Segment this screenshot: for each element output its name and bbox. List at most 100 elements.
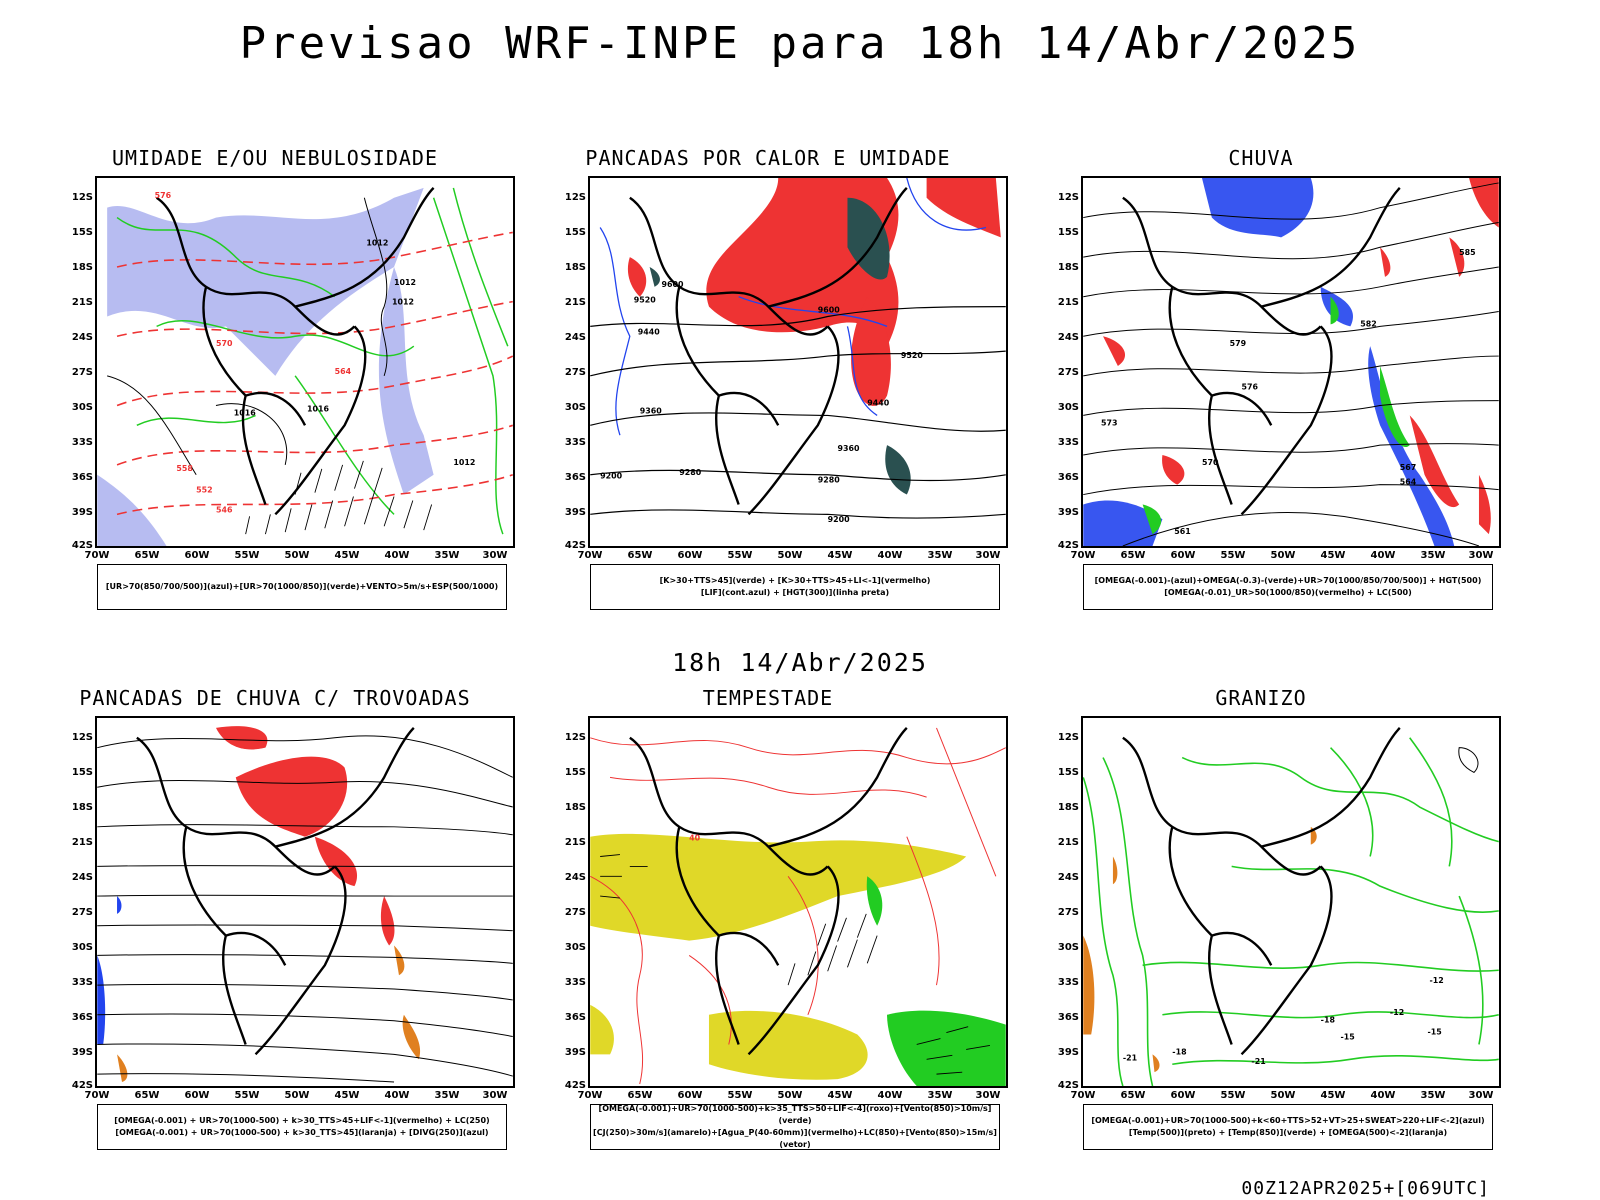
lat-label: 24S bbox=[564, 872, 586, 883]
contour-label: -12 bbox=[1429, 976, 1443, 985]
panel-umidade: UMIDADE E/OU NEBULOSIDADE bbox=[55, 146, 515, 624]
legend-line: [OMEGA(-0.001)+UR>70(1000-500)+k<60+TTS>… bbox=[1091, 1116, 1485, 1125]
contour-label: 576 bbox=[155, 191, 172, 200]
legend-line: [OMEGA(-0.001) + UR>70(1000-500) + k>30_… bbox=[114, 1116, 490, 1125]
lat-label: 21S bbox=[1057, 297, 1079, 308]
lon-label: 35W bbox=[1420, 550, 1446, 561]
contour-label: -21 bbox=[1251, 1057, 1265, 1066]
lat-label: 15S bbox=[1057, 767, 1079, 778]
lon-label: 55W bbox=[234, 550, 260, 561]
lat-label: 24S bbox=[564, 332, 586, 343]
lon-label: 70W bbox=[84, 1090, 110, 1101]
lon-label: 50W bbox=[777, 1090, 803, 1101]
lat-label: 21S bbox=[71, 837, 93, 848]
map-umidade: 1012 1012 1012 1016 1016 1012 576 570 564 558 552 5… bbox=[95, 176, 515, 548]
lon-label: 60W bbox=[677, 1090, 703, 1101]
lat-label: 12S bbox=[564, 732, 586, 743]
lon-label: 50W bbox=[284, 550, 310, 561]
lon-label: 35W bbox=[434, 1090, 460, 1101]
lon-label: 35W bbox=[927, 1090, 953, 1101]
lon-label: 65W bbox=[134, 1090, 160, 1101]
contour-label: -18 bbox=[1172, 1047, 1187, 1056]
lon-label: 55W bbox=[1220, 550, 1246, 561]
legend-line: [OMEGA(-0.01)_UR>50(1000/850)(vermelho) … bbox=[1164, 588, 1412, 597]
lon-label: 40W bbox=[384, 550, 410, 561]
lat-label: 24S bbox=[1057, 332, 1079, 343]
contour-label: 582 bbox=[1360, 319, 1377, 328]
lat-label: 30S bbox=[564, 942, 586, 953]
lat-label: 27S bbox=[564, 367, 586, 378]
lat-label: 18S bbox=[71, 802, 93, 813]
lon-label: 60W bbox=[184, 550, 210, 561]
lon-label: 40W bbox=[384, 1090, 410, 1101]
lon-label: 65W bbox=[1120, 550, 1146, 561]
panel-legend: [UR>70(850/700/500)](azul)+[UR>70(1000/8… bbox=[97, 564, 507, 610]
lat-label: 12S bbox=[1057, 192, 1079, 203]
panel-title: CHUVA bbox=[1228, 146, 1294, 170]
legend-line: [Temp(500)](preto) + [Temp(850)](verde) … bbox=[1128, 1128, 1448, 1137]
lat-label: 36S bbox=[71, 1012, 93, 1023]
lon-label: 45W bbox=[1320, 1090, 1346, 1101]
contour-label: 573 bbox=[1101, 418, 1118, 427]
lon-label: 55W bbox=[234, 1090, 260, 1101]
panel-title: GRANIZO bbox=[1215, 686, 1307, 710]
contour-label: 570 bbox=[1202, 458, 1219, 467]
lon-label: 65W bbox=[627, 550, 653, 561]
lon-label: 60W bbox=[184, 1090, 210, 1101]
contour-label: 1012 bbox=[392, 298, 414, 307]
lat-label: 33S bbox=[71, 977, 93, 988]
forecast-time-subtitle: 18h 14/Abr/2025 bbox=[672, 648, 928, 677]
lat-label: 18S bbox=[564, 802, 586, 813]
lat-label: 42S bbox=[564, 540, 586, 551]
contour-label: 9360 bbox=[838, 444, 861, 453]
contour-label: -18 bbox=[1321, 1016, 1336, 1025]
run-timestamp: 00Z12APR2025+[069UTC] bbox=[1241, 1178, 1490, 1199]
contour-label: 1012 bbox=[453, 458, 475, 467]
lat-label: 27S bbox=[1057, 367, 1079, 378]
lat-label: 24S bbox=[71, 872, 93, 883]
panel-legend: [OMEGA(-0.001)+UR>70(1000-500)+k<60+TTS>… bbox=[1083, 1104, 1493, 1150]
lat-label: 27S bbox=[1057, 907, 1079, 918]
lat-label: 12S bbox=[1057, 732, 1079, 743]
contour-label: 1016 bbox=[307, 404, 330, 413]
lon-label: 40W bbox=[1370, 550, 1396, 561]
map-graphic-trovoadas bbox=[97, 726, 513, 1083]
legend-line: [OMEGA(-0.001)+UR>70(1000-500)+k>35_TTS>… bbox=[598, 1104, 992, 1125]
contour-label: 9520 bbox=[901, 351, 924, 360]
lat-label: 27S bbox=[564, 907, 586, 918]
lat-label: 18S bbox=[1057, 262, 1079, 273]
map-graphic-tempestade: 40 bbox=[590, 727, 1006, 1086]
contour-label: 564 bbox=[1400, 478, 1417, 487]
contour-label: 9280 bbox=[818, 476, 841, 485]
lat-label: 33S bbox=[564, 437, 586, 448]
contour-label: 561 bbox=[1174, 527, 1191, 536]
map-trovoadas bbox=[95, 716, 515, 1088]
lon-label: 60W bbox=[677, 550, 703, 561]
contour-label: 567 bbox=[1400, 463, 1417, 472]
lon-label: 55W bbox=[1220, 1090, 1246, 1101]
lon-label: 35W bbox=[927, 550, 953, 561]
lat-label: 30S bbox=[71, 402, 93, 413]
contour-label: 9520 bbox=[634, 296, 657, 305]
lon-label: 55W bbox=[727, 1090, 753, 1101]
contour-label: 552 bbox=[196, 486, 213, 495]
contour-label: 570 bbox=[216, 339, 233, 348]
contour-label: 9600 bbox=[661, 280, 684, 289]
lat-label: 12S bbox=[71, 732, 93, 743]
contour-label: 1012 bbox=[366, 238, 388, 247]
lon-label: 60W bbox=[1170, 1090, 1196, 1101]
lat-label: 33S bbox=[1057, 977, 1079, 988]
contour-label: 9440 bbox=[638, 327, 661, 336]
lat-label: 36S bbox=[71, 472, 93, 483]
lat-label: 36S bbox=[1057, 472, 1079, 483]
panel-legend: [K>30+TTS>45](verde) + [K>30+TTS>45+LI<-… bbox=[590, 564, 1000, 610]
lat-label: 24S bbox=[71, 332, 93, 343]
lat-label: 18S bbox=[1057, 802, 1079, 813]
lon-label: 65W bbox=[134, 550, 160, 561]
contour-label: 585 bbox=[1459, 248, 1476, 257]
lat-label: 33S bbox=[1057, 437, 1079, 448]
lon-label: 50W bbox=[1270, 1090, 1296, 1101]
lat-label: 33S bbox=[564, 977, 586, 988]
lon-label: 70W bbox=[1070, 550, 1096, 561]
lat-label: 42S bbox=[71, 540, 93, 551]
